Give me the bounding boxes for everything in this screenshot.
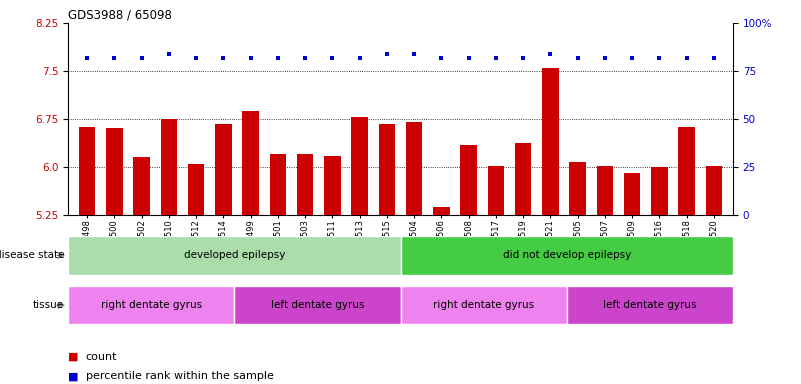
Point — [571, 55, 584, 61]
Bar — [215, 124, 231, 215]
Bar — [678, 127, 694, 215]
Bar — [461, 145, 477, 215]
Point — [462, 55, 475, 61]
Point — [435, 55, 448, 61]
Point — [544, 51, 557, 57]
Point — [380, 51, 393, 57]
Text: ■: ■ — [68, 352, 82, 362]
Bar — [433, 207, 449, 215]
Bar — [400, 286, 567, 324]
Text: percentile rank within the sample: percentile rank within the sample — [86, 371, 274, 381]
Text: left dentate gyrus: left dentate gyrus — [271, 300, 364, 310]
Text: developed epilepsy: developed epilepsy — [183, 250, 285, 260]
Text: right dentate gyrus: right dentate gyrus — [101, 300, 202, 310]
Bar — [235, 286, 400, 324]
Text: tissue: tissue — [33, 300, 64, 310]
Point — [272, 55, 284, 61]
Point — [135, 55, 148, 61]
Bar — [68, 236, 400, 275]
Point — [489, 55, 502, 61]
Bar — [68, 286, 235, 324]
Text: right dentate gyrus: right dentate gyrus — [433, 300, 534, 310]
Bar — [324, 156, 340, 215]
Text: did not develop epilepsy: did not develop epilepsy — [502, 250, 631, 260]
Bar — [134, 157, 150, 215]
Bar — [597, 166, 613, 215]
Point — [653, 55, 666, 61]
Point — [244, 55, 257, 61]
Point — [190, 55, 203, 61]
Bar — [161, 119, 177, 215]
Point — [707, 55, 720, 61]
Bar — [79, 127, 95, 215]
Point — [81, 55, 94, 61]
Bar — [488, 166, 504, 215]
Bar — [352, 117, 368, 215]
Point — [299, 55, 312, 61]
Text: ■: ■ — [68, 371, 82, 381]
Bar — [107, 128, 123, 215]
Point — [680, 55, 693, 61]
Bar — [567, 286, 733, 324]
Point — [517, 55, 529, 61]
Point — [217, 55, 230, 61]
Bar — [515, 143, 531, 215]
Bar — [188, 164, 204, 215]
Point — [108, 55, 121, 61]
Point — [408, 51, 421, 57]
Bar — [651, 167, 667, 215]
Text: count: count — [86, 352, 117, 362]
Bar — [297, 154, 313, 215]
Bar — [542, 68, 558, 215]
Text: GDS3988 / 65098: GDS3988 / 65098 — [68, 9, 172, 22]
Text: disease state: disease state — [0, 250, 64, 260]
Point — [326, 55, 339, 61]
Bar — [406, 122, 422, 215]
Bar — [400, 236, 733, 275]
Bar — [570, 162, 586, 215]
Bar — [243, 111, 259, 215]
Bar — [706, 166, 722, 215]
Point — [598, 55, 611, 61]
Point — [163, 51, 175, 57]
Bar — [270, 154, 286, 215]
Bar — [379, 124, 395, 215]
Point — [626, 55, 638, 61]
Point — [353, 55, 366, 61]
Bar — [624, 174, 640, 215]
Text: left dentate gyrus: left dentate gyrus — [603, 300, 697, 310]
